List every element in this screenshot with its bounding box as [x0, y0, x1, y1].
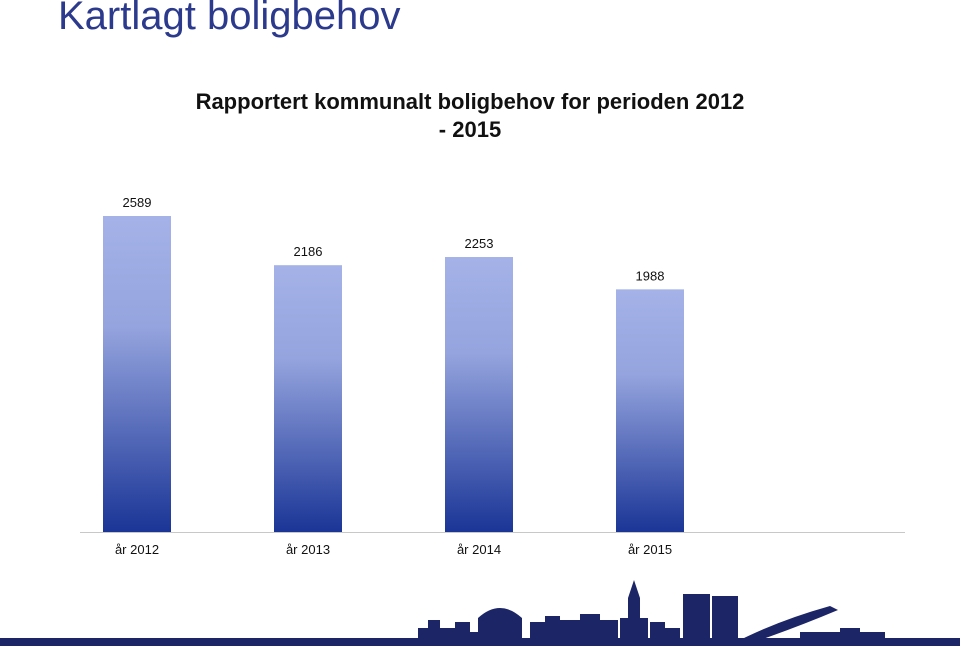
value-label: 2186: [294, 244, 323, 259]
chart-title: Rapportert kommunalt boligbehov for peri…: [195, 89, 745, 142]
x-tick-label: år 2015: [628, 542, 672, 557]
bar: [616, 289, 684, 532]
x-tick-label: år 2013: [286, 542, 330, 557]
value-label: 2589: [123, 195, 152, 210]
skyline: [0, 580, 960, 646]
page-title: Kartlagt boligbehov: [58, 0, 401, 38]
bar: [445, 257, 513, 532]
bar: [103, 216, 171, 532]
value-label: 2253: [465, 236, 494, 251]
bar: [274, 265, 342, 532]
x-tick-label: år 2014: [457, 542, 501, 557]
value-label: 1988: [636, 268, 665, 283]
x-tick-label: år 2012: [115, 542, 159, 557]
